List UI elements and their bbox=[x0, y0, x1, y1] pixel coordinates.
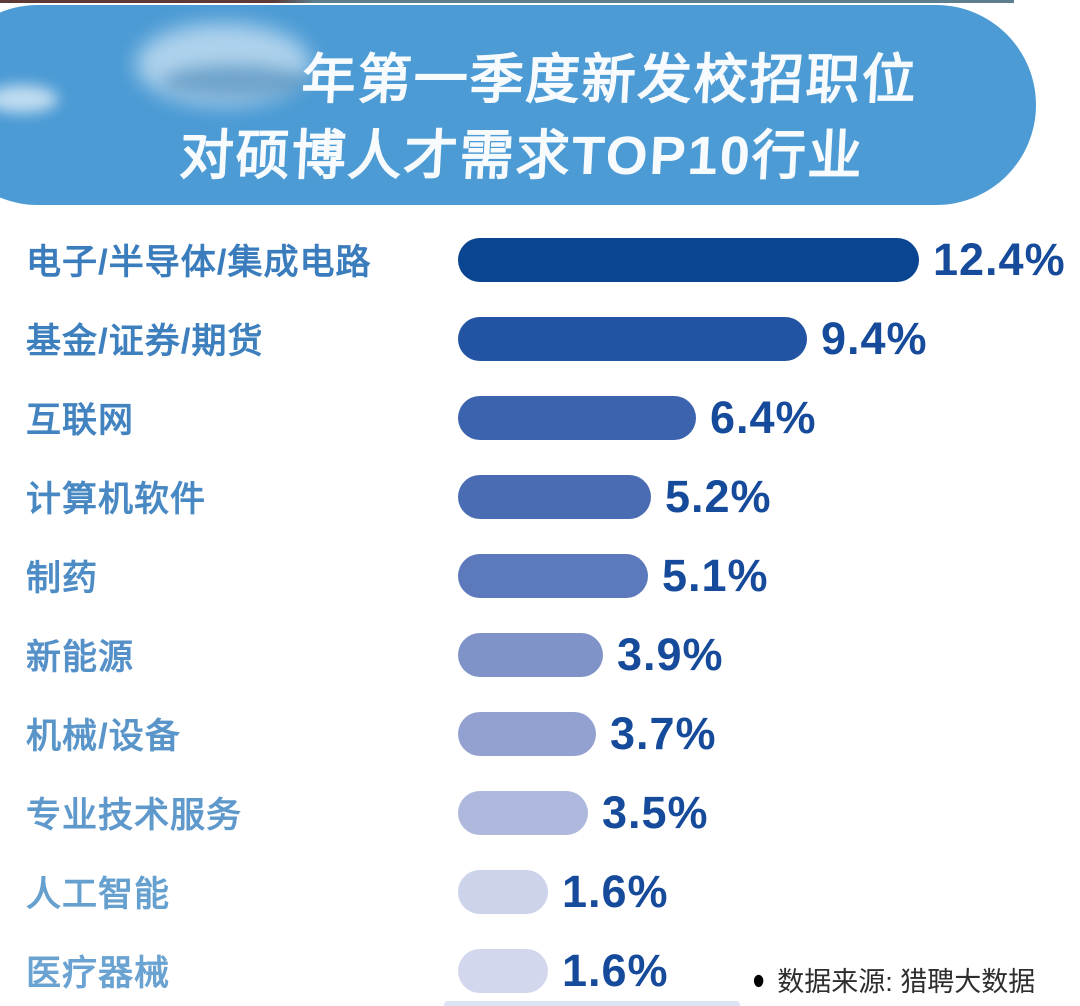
category-label: 互联网 bbox=[26, 401, 135, 440]
category-label: 计算机软件 bbox=[26, 480, 207, 519]
chart-row: 新能源 3.9% bbox=[0, 615, 1080, 694]
category-label: 医疗器械 bbox=[26, 954, 171, 993]
chart-row: 电子/半导体/集成电路 12.4% bbox=[0, 220, 1080, 299]
category-label: 基金/证券/期货 bbox=[26, 322, 264, 361]
bar bbox=[458, 632, 603, 677]
title-line-1: 年第一季度新发校招职位 bbox=[300, 50, 920, 110]
category-label: 制药 bbox=[26, 559, 99, 598]
category-label: 人工智能 bbox=[26, 875, 171, 914]
redaction-white-blob bbox=[0, 85, 58, 113]
data-source-note: ● 数据来源: 猎聘大数据 bbox=[752, 960, 1035, 999]
value-label: 1.6% bbox=[562, 944, 669, 996]
chart-row: 制药 5.1% bbox=[0, 536, 1080, 615]
redacted-year-smudge bbox=[136, 23, 311, 105]
chart-row: 基金/证券/期货 9.4% bbox=[0, 299, 1080, 378]
bar bbox=[458, 948, 548, 993]
bar bbox=[458, 553, 648, 598]
redacted-year-smudge-dark bbox=[162, 65, 307, 97]
bar bbox=[458, 711, 596, 756]
chart-row: 人工智能 1.6% bbox=[0, 852, 1080, 931]
chart-row: 机械/设备 3.7% bbox=[0, 694, 1080, 773]
value-label: 9.4% bbox=[821, 312, 928, 364]
bar bbox=[458, 869, 548, 914]
bar bbox=[458, 395, 696, 440]
category-label: 机械/设备 bbox=[26, 717, 181, 756]
bar bbox=[458, 237, 919, 282]
title-banner: 年第一季度新发校招职位 对硕博人才需求TOP10行业 bbox=[0, 5, 1036, 205]
category-label: 电子/半导体/集成电路 bbox=[26, 243, 372, 282]
bar bbox=[458, 474, 651, 519]
chart-row: 互联网 6.4% bbox=[0, 378, 1080, 457]
top-edge-crop-line bbox=[0, 0, 1014, 3]
title-line-2: 对硕博人才需求TOP10行业 bbox=[178, 126, 866, 186]
chart-row: 医疗器械 1.6% bbox=[0, 931, 1080, 1006]
value-label: 12.4% bbox=[933, 233, 1066, 285]
value-label: 5.1% bbox=[662, 549, 769, 601]
bar-chart: 电子/半导体/集成电路 12.4% 基金/证券/期货 9.4% 互联网 6.4% 计算机软件… bbox=[0, 220, 1080, 1006]
bar bbox=[458, 790, 588, 835]
bottom-edge-strip bbox=[444, 1001, 740, 1006]
value-label: 3.7% bbox=[610, 707, 717, 759]
value-label: 1.6% bbox=[562, 865, 669, 917]
bar bbox=[458, 316, 807, 361]
bullet-icon: ● bbox=[752, 962, 766, 996]
value-label: 3.5% bbox=[602, 786, 709, 838]
value-label: 5.2% bbox=[665, 470, 772, 522]
category-label: 专业技术服务 bbox=[26, 796, 243, 835]
category-label: 新能源 bbox=[26, 638, 135, 677]
chart-row: 计算机软件 5.2% bbox=[0, 457, 1080, 536]
chart-row: 专业技术服务 3.5% bbox=[0, 773, 1080, 852]
value-label: 3.9% bbox=[617, 628, 724, 680]
source-text: 数据来源: 猎聘大数据 bbox=[777, 967, 1036, 997]
value-label: 6.4% bbox=[710, 391, 817, 443]
